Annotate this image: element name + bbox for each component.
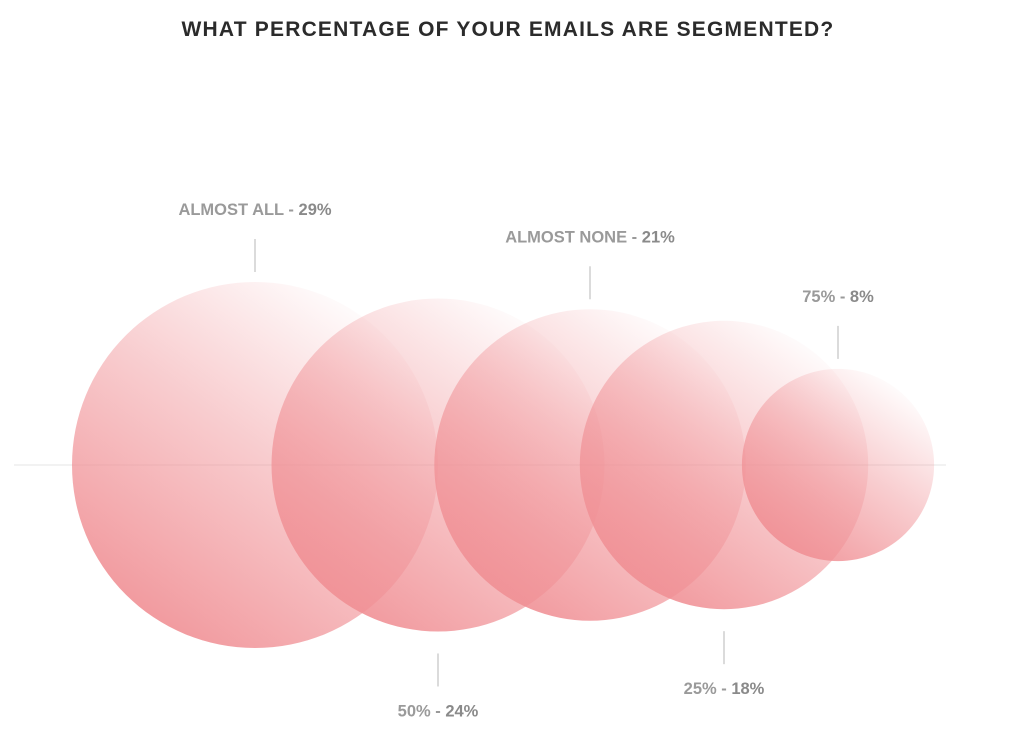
data-label-category: 25% - bbox=[684, 680, 732, 698]
chart-title: WHAT PERCENTAGE OF YOUR EMAILS ARE SEGME… bbox=[182, 18, 835, 41]
data-label-75: 75% - 8% bbox=[802, 288, 874, 306]
data-labels-group: ALMOST ALL - 29% 50% - 24% ALMOST NONE - 2… bbox=[178, 201, 874, 720]
data-label-value: 24% bbox=[445, 702, 478, 720]
bubbles-group bbox=[72, 282, 935, 648]
data-label-value: 29% bbox=[299, 201, 332, 219]
data-label-almost-all: ALMOST ALL - 29% bbox=[178, 201, 331, 219]
bubble-75 bbox=[741, 368, 935, 562]
data-label-category: ALMOST ALL - bbox=[178, 201, 298, 219]
data-label-value: 21% bbox=[642, 228, 675, 246]
data-label-value: 8% bbox=[850, 288, 874, 306]
data-label-category: 75% - bbox=[802, 288, 850, 306]
data-label-category: 50% - bbox=[398, 702, 446, 720]
data-label-value: 18% bbox=[731, 680, 764, 698]
data-label-25: 25% - 18% bbox=[684, 680, 765, 698]
data-label-category: ALMOST NONE - bbox=[505, 228, 642, 246]
leader-lines-group bbox=[254, 239, 839, 687]
data-label-almost-none: ALMOST NONE - 21% bbox=[505, 228, 675, 246]
data-label-50: 50% - 24% bbox=[398, 702, 479, 720]
